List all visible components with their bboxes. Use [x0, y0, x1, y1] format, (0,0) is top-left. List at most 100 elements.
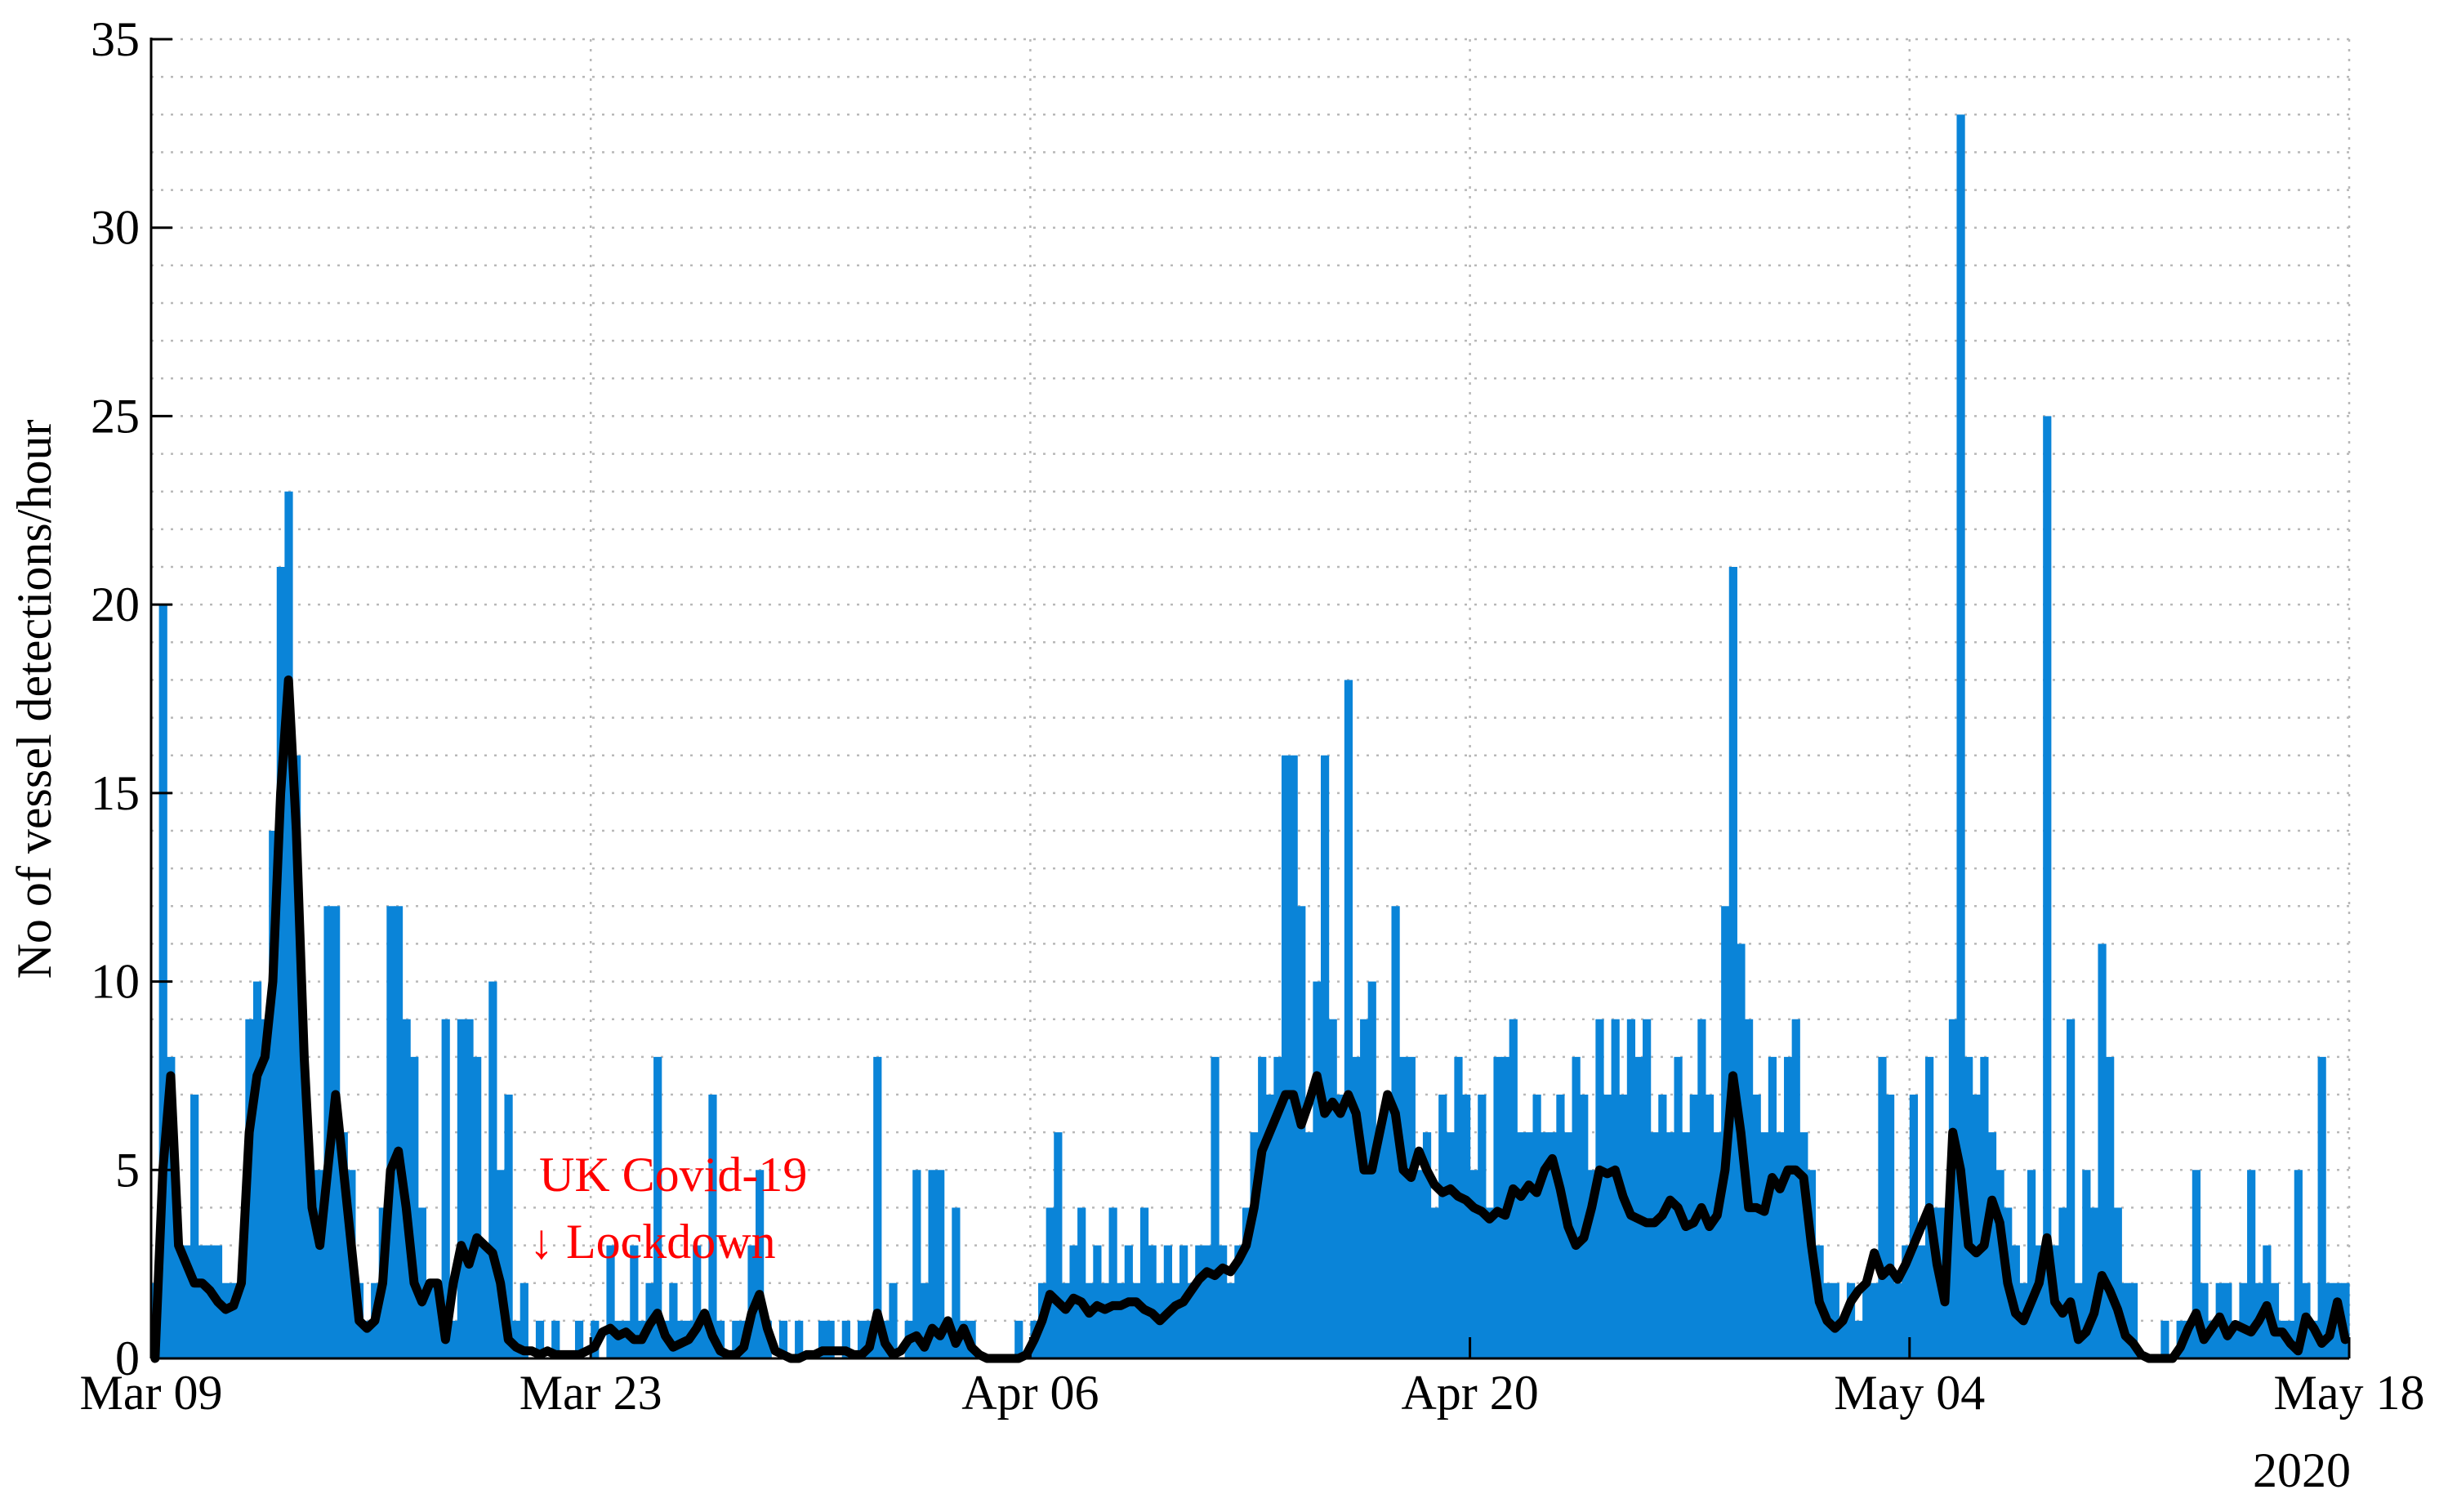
bar: [1469, 1170, 1478, 1358]
bar: [1399, 1056, 1408, 1358]
bar: [1202, 1245, 1212, 1358]
bar: [2121, 1282, 2130, 1358]
bar: [943, 1320, 952, 1358]
bar: [1760, 1132, 1769, 1358]
x-tick-label: Mar 23: [519, 1366, 662, 1420]
bar: [284, 491, 293, 1358]
bar: [1219, 1245, 1228, 1358]
x-tick-label: May 04: [1834, 1366, 1985, 1420]
bar: [363, 1320, 372, 1358]
bar: [1265, 1095, 1274, 1358]
bar: [2200, 1282, 2209, 1358]
y-tick-label: 25: [91, 389, 140, 443]
bar: [551, 1320, 560, 1358]
x-tick-label: Mar 09: [80, 1366, 223, 1420]
bar: [394, 906, 404, 1358]
bar: [1304, 1132, 1313, 1358]
bar: [1878, 1056, 1887, 1358]
bar: [1980, 1056, 1989, 1358]
bar: [1799, 1132, 1808, 1358]
bar: [465, 1019, 474, 1358]
y-tick-label: 5: [115, 1143, 140, 1197]
bar: [889, 1282, 898, 1358]
bar: [1697, 1019, 1706, 1358]
smoothed-line: [150, 675, 2350, 1363]
bar: [1665, 1132, 1675, 1358]
bar: [2106, 1056, 2115, 1358]
bar: [292, 755, 301, 1358]
bar: [1478, 1095, 1487, 1358]
bar: [457, 1019, 466, 1358]
bar: [756, 1170, 765, 1358]
bar: [1139, 1207, 1149, 1358]
bar: [1344, 680, 1353, 1358]
bar: [700, 1320, 709, 1358]
bar: [1563, 1132, 1573, 1358]
bar: [1415, 1170, 1424, 1358]
bar: [504, 1095, 513, 1358]
bar: [1383, 1095, 1393, 1358]
bar: [1972, 1095, 1981, 1358]
y-tick-label: 20: [91, 578, 140, 631]
bar: [2309, 1320, 2319, 1358]
bar: [1611, 1019, 1620, 1358]
bar: [2113, 1207, 2122, 1358]
bar: [2027, 1170, 2036, 1358]
bar: [1234, 1245, 1243, 1358]
bar: [426, 1282, 435, 1358]
bar: [873, 1056, 882, 1358]
bar: [1548, 1132, 1557, 1358]
bar: [182, 1245, 191, 1358]
bar: [1422, 1132, 1432, 1358]
bar: [1572, 1056, 1581, 1358]
bar: [1485, 1207, 1495, 1358]
bar: [1360, 1019, 1369, 1358]
bar: [795, 1320, 804, 1358]
x-secondary-label: 2020: [2253, 1443, 2351, 1497]
bar: [826, 1320, 835, 1358]
bar: [693, 1245, 702, 1358]
bar: [708, 1095, 717, 1358]
annotation: ↓ Lockdown: [529, 1215, 776, 1269]
bar: [1187, 1282, 1196, 1358]
bar: [857, 1320, 867, 1358]
bar: [2035, 1245, 2044, 1358]
bar: [1352, 1056, 1361, 1358]
bar: [1211, 1056, 1220, 1358]
bar: [237, 1282, 246, 1358]
bar: [1902, 1245, 1911, 1358]
bar: [1454, 1056, 1463, 1358]
bar: [1839, 1320, 1848, 1358]
y-axis-label: No of vessel detections/hour: [7, 420, 61, 979]
bar: [2129, 1282, 2138, 1358]
bar: [1626, 1019, 1636, 1358]
bar: [1195, 1245, 1204, 1358]
bar: [952, 1207, 961, 1358]
bar: [2317, 1056, 2326, 1358]
bar: [519, 1282, 528, 1358]
bar: [2294, 1170, 2303, 1358]
y-tick-label: 30: [91, 201, 140, 255]
bar: [1328, 1019, 1337, 1358]
bar: [1784, 1056, 1793, 1358]
bar: [386, 906, 395, 1358]
bar: [1313, 981, 1322, 1358]
bar: [1242, 1207, 1251, 1358]
y-tick-label: 15: [91, 766, 140, 820]
bar: [512, 1320, 521, 1358]
bar: [221, 1282, 230, 1358]
bar: [818, 1320, 827, 1358]
bar: [1430, 1207, 1439, 1358]
bar: [1830, 1282, 1839, 1358]
bar: [1297, 906, 1306, 1358]
bar: [1273, 1056, 1282, 1358]
bar: [1281, 755, 1291, 1358]
bar: [1117, 1282, 1126, 1358]
bar: [1171, 1282, 1180, 1358]
bar: [936, 1170, 945, 1358]
bar: [276, 567, 285, 1358]
bar: [2223, 1282, 2232, 1358]
bar: [1289, 755, 1298, 1358]
bar: [1791, 1019, 1800, 1358]
bar: [1587, 1170, 1596, 1358]
